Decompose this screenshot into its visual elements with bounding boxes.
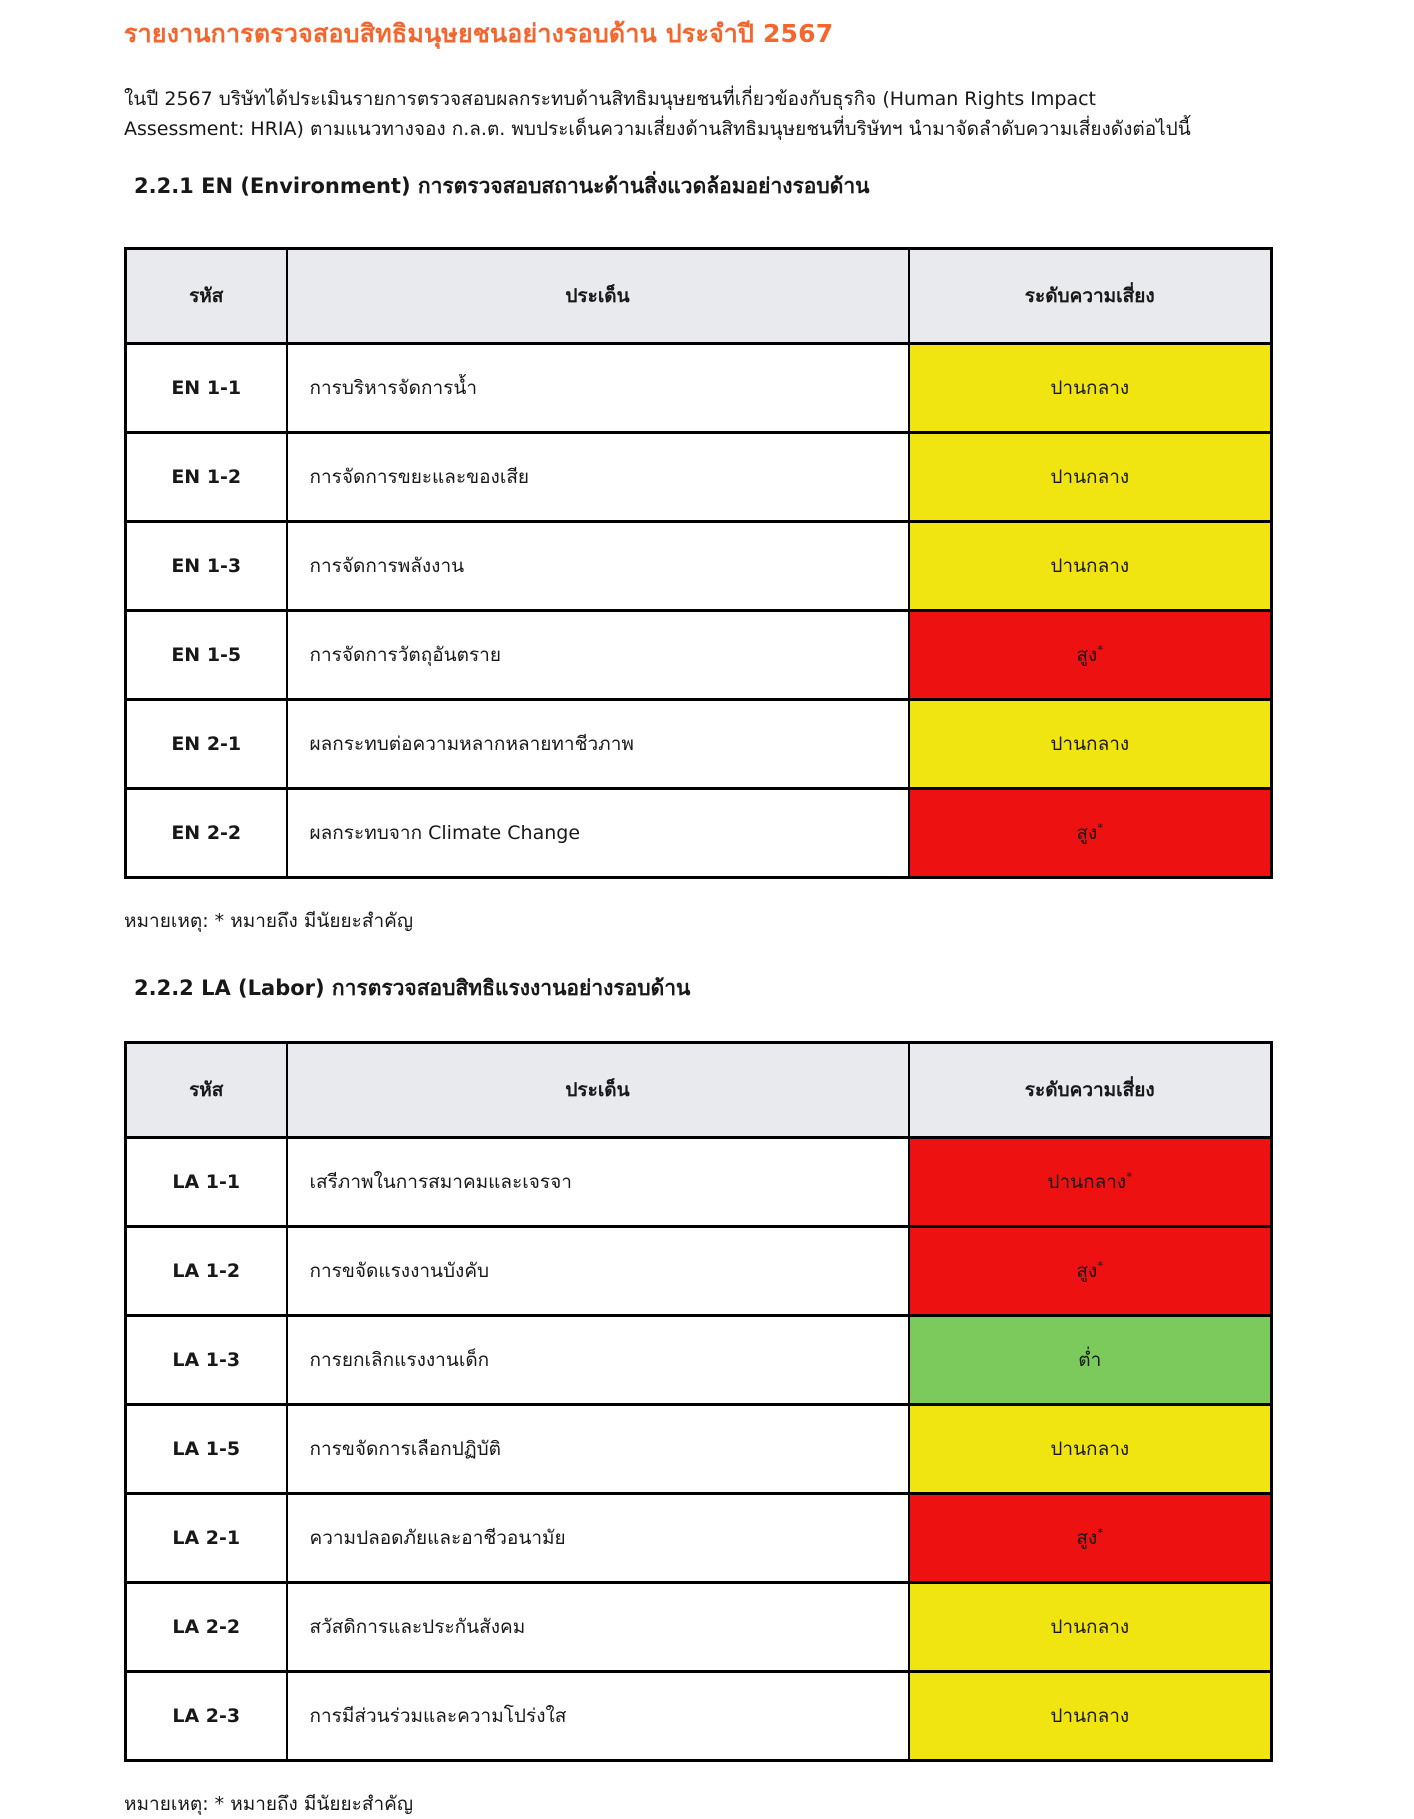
risk-issue: การจัดการพลังงาน bbox=[285, 520, 910, 613]
table-row: LA 2-1 ความปลอดภัยและอาชีวอนามัย สูง* bbox=[124, 1492, 1273, 1585]
environment-risk-table: รหัส ประเด็น ระดับความเสี่ยง EN 1-1 การบ… bbox=[124, 247, 1273, 880]
column-header-code: รหัส bbox=[124, 1041, 288, 1140]
section-heading-labor: 2.2.2 LA (Labor) การตรวจสอบสิทธิแรงงานอย… bbox=[134, 976, 691, 1001]
risk-issue: สวัสดิการและประกันสังคม bbox=[285, 1581, 910, 1674]
risk-significance-marker: * bbox=[1097, 642, 1104, 657]
table-row: EN 2-2 ผลกระทบจาก Climate Change สูง* bbox=[124, 787, 1273, 880]
table-row: EN 1-5 การจัดการวัตถุอันตราย สูง* bbox=[124, 609, 1273, 702]
table-row: EN 1-1 การบริหารจัดการน้ำ ปานกลาง bbox=[124, 342, 1273, 435]
risk-issue: การขจัดการเลือกปฏิบัติ bbox=[285, 1403, 910, 1496]
risk-level-cell: ปานกลาง* bbox=[907, 1136, 1273, 1229]
risk-code: EN 1-2 bbox=[124, 431, 288, 524]
risk-code: EN 2-1 bbox=[124, 698, 288, 791]
risk-issue: ผลกระทบต่อความหลากหลายทาชีวภาพ bbox=[285, 698, 910, 791]
risk-level-label: สูง bbox=[1076, 1260, 1098, 1283]
table-row: EN 1-2 การจัดการขยะและของเสีย ปานกลาง bbox=[124, 431, 1273, 524]
risk-code: LA 1-5 bbox=[124, 1403, 288, 1496]
table-row: LA 2-2 สวัสดิการและประกันสังคม ปานกลาง bbox=[124, 1581, 1273, 1674]
risk-level-label: สูง bbox=[1076, 822, 1098, 845]
risk-issue: เสรีภาพในการสมาคมและเจรจา bbox=[285, 1136, 910, 1229]
risk-code: EN 2-2 bbox=[124, 787, 288, 880]
table-row: EN 2-1 ผลกระทบต่อความหลากหลายทาชีวภาพ ปา… bbox=[124, 698, 1273, 791]
column-header-risk: ระดับความเสี่ยง bbox=[907, 1041, 1273, 1140]
table-note: หมายเหตุ: * หมายถึง มีนัยยะสำคัญ bbox=[124, 1793, 414, 1816]
risk-level-label: ปานกลาง bbox=[1050, 466, 1130, 489]
risk-level-label: ปานกลาง bbox=[1050, 377, 1130, 400]
risk-level-label: สูง bbox=[1076, 644, 1098, 667]
column-header-issue: ประเด็น bbox=[285, 1041, 910, 1140]
table-note: หมายเหตุ: * หมายถึง มีนัยยะสำคัญ bbox=[124, 910, 414, 933]
risk-level-cell: ปานกลาง bbox=[907, 1670, 1273, 1763]
risk-code: LA 1-1 bbox=[124, 1136, 288, 1229]
risk-code: LA 1-2 bbox=[124, 1225, 288, 1318]
risk-issue: ผลกระทบจาก Climate Change bbox=[285, 787, 910, 880]
table-row: LA 1-2 การขจัดแรงงานบังคับ สูง* bbox=[124, 1225, 1273, 1318]
table-row: LA 2-3 การมีส่วนร่วมและความโปร่งใส ปานกล… bbox=[124, 1670, 1273, 1763]
table-header-row: รหัส ประเด็น ระดับความเสี่ยง bbox=[124, 247, 1273, 346]
risk-level-label: ปานกลาง bbox=[1050, 555, 1130, 578]
section-heading-environment: 2.2.1 EN (Environment) การตรวจสอบสถานะด้… bbox=[134, 174, 870, 199]
risk-issue: การบริหารจัดการน้ำ bbox=[285, 342, 910, 435]
table-header-row: รหัส ประเด็น ระดับความเสี่ยง bbox=[124, 1041, 1273, 1140]
risk-level-cell: ปานกลาง bbox=[907, 342, 1273, 435]
risk-level-label: ต่ำ bbox=[1078, 1349, 1102, 1372]
risk-issue: การยกเลิกแรงงานเด็ก bbox=[285, 1314, 910, 1407]
risk-code: EN 1-3 bbox=[124, 520, 288, 613]
risk-significance-marker: * bbox=[1126, 1169, 1133, 1184]
risk-level-label: ปานกลาง bbox=[1050, 1438, 1130, 1461]
risk-level-cell: ปานกลาง bbox=[907, 698, 1273, 791]
risk-level-cell: ปานกลาง bbox=[907, 1403, 1273, 1496]
table-row: LA 1-3 การยกเลิกแรงงานเด็ก ต่ำ bbox=[124, 1314, 1273, 1407]
page-title: รายงานการตรวจสอบสิทธิมนุษยชนอย่างรอบด้าน… bbox=[124, 19, 834, 48]
risk-level-cell: สูง* bbox=[907, 787, 1273, 880]
risk-level-cell: ปานกลาง bbox=[907, 431, 1273, 524]
risk-code: LA 2-1 bbox=[124, 1492, 288, 1585]
risk-level-cell: ปานกลาง bbox=[907, 520, 1273, 613]
risk-level-label: สูง bbox=[1076, 1527, 1098, 1550]
labor-risk-table: รหัส ประเด็น ระดับความเสี่ยง LA 1-1 เสรี… bbox=[124, 1041, 1273, 1763]
risk-issue: ความปลอดภัยและอาชีวอนามัย bbox=[285, 1492, 910, 1585]
table-row: LA 1-5 การขจัดการเลือกปฏิบัติ ปานกลาง bbox=[124, 1403, 1273, 1496]
risk-significance-marker: * bbox=[1097, 1525, 1104, 1540]
risk-issue: การขจัดแรงงานบังคับ bbox=[285, 1225, 910, 1318]
column-header-risk: ระดับความเสี่ยง bbox=[907, 247, 1273, 346]
risk-code: LA 1-3 bbox=[124, 1314, 288, 1407]
risk-significance-marker: * bbox=[1097, 1258, 1104, 1273]
risk-level-cell: สูง* bbox=[907, 609, 1273, 702]
risk-issue: การจัดการวัตถุอันตราย bbox=[285, 609, 910, 702]
risk-code: LA 2-2 bbox=[124, 1581, 288, 1674]
risk-level-label: ปานกลาง bbox=[1050, 1705, 1130, 1728]
column-header-code: รหัส bbox=[124, 247, 288, 346]
risk-level-cell: สูง* bbox=[907, 1492, 1273, 1585]
risk-issue: การมีส่วนร่วมและความโปร่งใส bbox=[285, 1670, 910, 1763]
risk-level-label: ปานกลาง bbox=[1050, 733, 1130, 756]
risk-significance-marker: * bbox=[1097, 820, 1104, 835]
table-row: LA 1-1 เสรีภาพในการสมาคมและเจรจา ปานกลาง… bbox=[124, 1136, 1273, 1229]
risk-level-cell: ต่ำ bbox=[907, 1314, 1273, 1407]
intro-paragraph: ในปี 2567 บริษัทได้ประเมินรายการตรวจสอบผ… bbox=[124, 88, 1191, 141]
risk-code: LA 2-3 bbox=[124, 1670, 288, 1763]
risk-level-label: ปานกลาง bbox=[1050, 1616, 1130, 1639]
column-header-issue: ประเด็น bbox=[285, 247, 910, 346]
risk-code: EN 1-5 bbox=[124, 609, 288, 702]
table-row: EN 1-3 การจัดการพลังงาน ปานกลาง bbox=[124, 520, 1273, 613]
risk-level-cell: สูง* bbox=[907, 1225, 1273, 1318]
risk-level-label: ปานกลาง bbox=[1047, 1171, 1127, 1194]
risk-code: EN 1-1 bbox=[124, 342, 288, 435]
risk-issue: การจัดการขยะและของเสีย bbox=[285, 431, 910, 524]
risk-level-cell: ปานกลาง bbox=[907, 1581, 1273, 1674]
